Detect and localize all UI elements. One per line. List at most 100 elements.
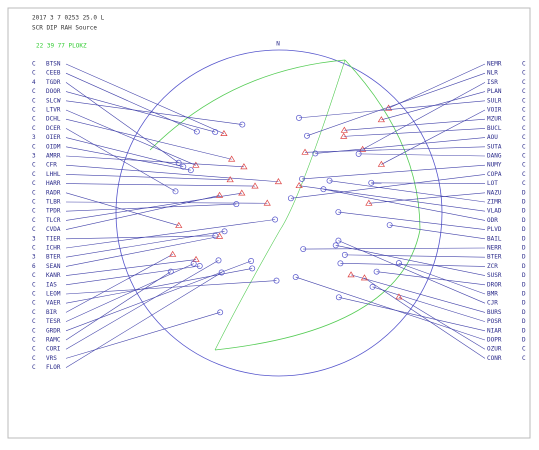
- station-flag: D: [522, 281, 526, 288]
- station-code: NERR: [487, 245, 502, 252]
- station-flag: C: [522, 171, 526, 178]
- station-link: [65, 128, 176, 192]
- station-flag: C: [32, 291, 36, 298]
- triangle-marker: [263, 199, 271, 206]
- station-link: [295, 276, 486, 341]
- station-flag: D: [522, 337, 526, 344]
- station-link: [344, 118, 486, 131]
- triangle-marker: [226, 176, 234, 183]
- station-flag: C: [32, 88, 36, 95]
- station-link: [65, 82, 179, 163]
- triangle-marker: [215, 232, 224, 239]
- station-code: RAMC: [46, 337, 61, 344]
- station-flag: C: [32, 245, 36, 252]
- station-flag: D: [522, 217, 526, 224]
- station-link: [65, 118, 232, 160]
- station-link: [398, 262, 486, 295]
- circle-marker: [248, 258, 255, 264]
- station-code: ISR: [487, 79, 498, 86]
- circle-marker: [272, 216, 279, 223]
- station-link: [301, 164, 486, 180]
- circle-marker: [312, 150, 319, 157]
- header-line: 2017 3 7 0253 25.0 L: [32, 15, 105, 22]
- station-code: TIER: [46, 235, 61, 242]
- circle-marker: [292, 274, 299, 281]
- triangle-marker: [295, 182, 303, 189]
- station-link: [65, 265, 200, 286]
- station-flag: C: [32, 143, 36, 150]
- station-flag: C: [32, 116, 36, 123]
- station-flag: C: [522, 134, 526, 141]
- station-link: [290, 174, 486, 199]
- station-code: MZUR: [487, 116, 502, 123]
- station-link: [364, 277, 486, 359]
- station-link: [398, 296, 486, 350]
- station-link: [65, 236, 220, 267]
- triangle-marker: [215, 191, 224, 198]
- circle-marker: [217, 309, 224, 316]
- circle-marker: [172, 188, 179, 195]
- station-flag: C: [32, 272, 36, 279]
- station-code: TESR: [46, 318, 61, 325]
- station-code: PLVD: [487, 226, 502, 233]
- triangle-marker: [192, 255, 200, 262]
- station-link: [65, 192, 242, 221]
- station-flag: C: [522, 116, 526, 123]
- station-flag: D: [522, 318, 526, 325]
- station-code: ZCR: [487, 263, 498, 270]
- circle-marker: [300, 246, 307, 252]
- circle-marker: [249, 265, 256, 272]
- station-flag: C: [522, 70, 526, 77]
- circle-marker: [368, 179, 375, 186]
- station-flag: D: [522, 327, 526, 334]
- frame: [7, 7, 531, 439]
- station-flag: C: [32, 180, 36, 187]
- circle-marker: [212, 129, 219, 136]
- circle-marker: [215, 257, 222, 264]
- station-code: KANR: [46, 272, 61, 279]
- station-link: [358, 153, 486, 157]
- station-flag: C: [522, 61, 526, 68]
- station-link: [343, 128, 486, 137]
- triangle-marker: [301, 148, 309, 155]
- station-code: OIDM: [46, 143, 61, 150]
- station-flag: C: [32, 337, 36, 344]
- station-link: [305, 146, 486, 153]
- circle-marker: [167, 268, 174, 275]
- station-code: TLCR: [46, 217, 61, 224]
- stations: C BTSN C CEEB 4 TGDR C DOOR C SLCW C LTVR C DCHL C DCER…: [32, 61, 526, 372]
- station-link: [350, 274, 486, 313]
- station-code: DROR: [487, 281, 502, 288]
- circle-marker: [395, 260, 402, 267]
- station-code: ZIMR: [487, 199, 502, 206]
- station-code: BIR: [46, 309, 57, 316]
- station-code: BTER: [487, 254, 502, 261]
- station-flag: C: [522, 107, 526, 114]
- circle-marker: [287, 195, 294, 202]
- station-link: [299, 185, 486, 212]
- triangle-marker: [238, 189, 246, 196]
- station-flag: C: [522, 162, 526, 169]
- station-code: SEAN: [46, 263, 61, 270]
- station-flag: D: [522, 245, 526, 252]
- station-code: VRS: [46, 355, 57, 362]
- station-link: [65, 195, 220, 230]
- station-link: [65, 312, 221, 359]
- station-link: [65, 254, 173, 313]
- station-flag: C: [32, 61, 36, 68]
- station-flag: C: [522, 355, 526, 362]
- station-link: [65, 146, 191, 171]
- station-code: DANG: [487, 153, 502, 160]
- station-link: [306, 72, 486, 137]
- station-flag: 6: [32, 263, 36, 270]
- station-flag: D: [522, 272, 526, 279]
- station-code: BMR: [487, 291, 498, 298]
- station-code: DCER: [46, 125, 61, 132]
- header-legend: 22 39 77 PLOKZ: [36, 43, 87, 50]
- station-link: [65, 155, 244, 168]
- station-flag: C: [32, 327, 36, 334]
- station-link: [65, 268, 253, 304]
- station-code: OIER: [46, 134, 61, 141]
- triangle-marker: [347, 271, 355, 278]
- circle-marker: [341, 251, 348, 258]
